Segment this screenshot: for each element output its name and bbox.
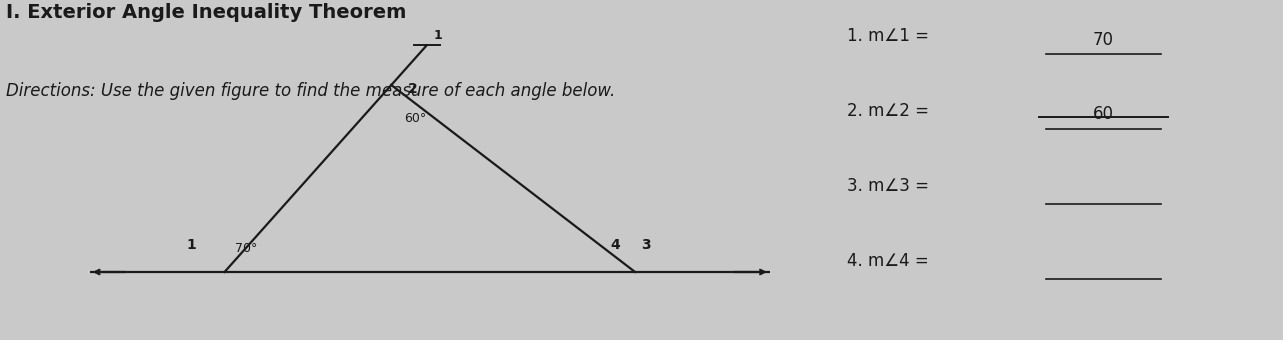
Text: 2: 2: [408, 82, 418, 96]
Text: 4. m∠4 =: 4. m∠4 =: [847, 252, 929, 270]
Text: 2. m∠2 =: 2. m∠2 =: [847, 102, 929, 120]
Text: I. Exterior Angle Inequality Theorem: I. Exterior Angle Inequality Theorem: [6, 3, 407, 22]
Text: 70: 70: [1093, 31, 1114, 49]
Text: 3: 3: [642, 238, 652, 252]
Text: Directions: Use the given figure to find the measure of each angle below.: Directions: Use the given figure to find…: [6, 82, 616, 100]
Text: 3. m∠3 =: 3. m∠3 =: [847, 177, 929, 195]
Text: 60: 60: [1093, 105, 1114, 123]
Text: 60°: 60°: [404, 112, 426, 125]
Text: 70°: 70°: [235, 242, 257, 255]
Text: 1: 1: [186, 238, 196, 252]
Text: 1: 1: [434, 29, 441, 42]
Text: 4: 4: [609, 238, 620, 252]
Text: 1. m∠1 =: 1. m∠1 =: [847, 27, 929, 45]
